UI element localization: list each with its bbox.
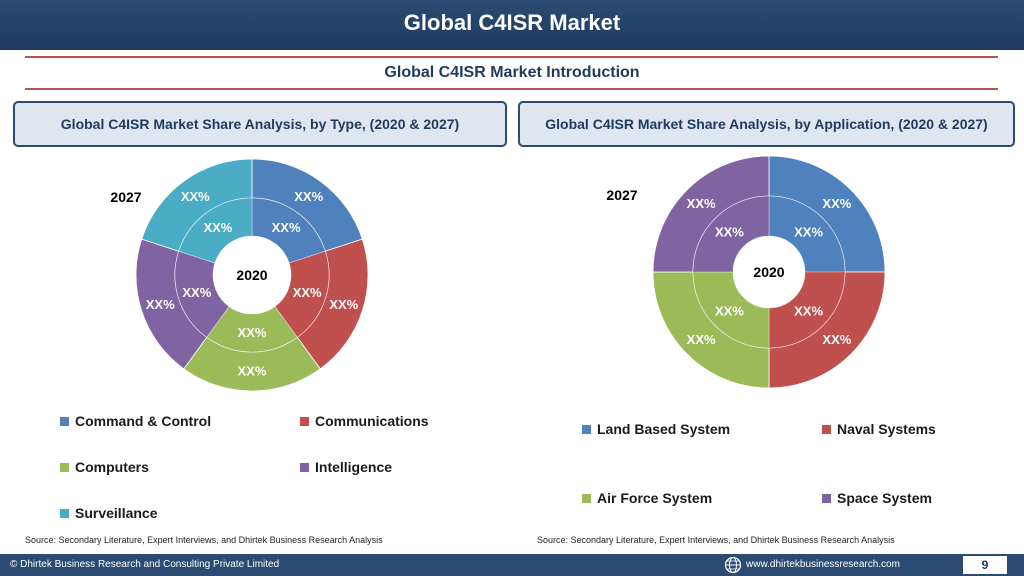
donut-inner-label-2: XX%: [238, 325, 267, 340]
donut-inner-label-3: XX%: [715, 224, 744, 239]
legend-item-space: Space System: [822, 490, 932, 506]
legend-item-intelligence: Intelligence: [300, 459, 392, 475]
legend-item-communications: Communications: [300, 413, 429, 429]
legend-item-naval: Naval Systems: [822, 421, 936, 437]
outer-ring-year-label: 2027: [110, 189, 141, 205]
legend-label: Naval Systems: [837, 421, 936, 437]
legend-label: Space System: [837, 490, 932, 506]
header-bar: Global C4ISR Market: [0, 0, 1024, 50]
donut-outer-label-0: XX%: [294, 189, 323, 204]
legend-swatch: [582, 424, 591, 434]
inner-ring-year-label: 2020: [753, 264, 784, 280]
globe-icon: [724, 556, 742, 574]
legend-item-computers: Computers: [60, 459, 149, 475]
outer-ring-year-label: 2027: [606, 187, 637, 203]
donut-hole: [733, 236, 805, 308]
legend-label: Air Force System: [597, 490, 713, 506]
legend-label: Command & Control: [75, 413, 212, 429]
donut-outer-label-3: XX%: [146, 297, 175, 312]
legend-label: Land Based System: [597, 421, 731, 437]
website-link[interactable]: www.dhirtekbusinessresearch.com: [746, 559, 900, 570]
donut-inner-label-4: XX%: [203, 220, 232, 235]
legend-item-surveillance: Surveillance: [60, 505, 158, 521]
legend-swatch: [582, 493, 591, 503]
bottom-divider: [25, 88, 998, 90]
donut-outer-label-1: XX%: [822, 332, 851, 347]
application-share-chart: XX% XX% XX% XX% XX% XX% XX% XX% 2020 2027: [606, 155, 886, 389]
copyright-text: © Dhirtek Business Research and Consulti…: [10, 559, 280, 570]
legend-swatch: [60, 416, 69, 426]
legend-swatch: [60, 462, 69, 472]
legend-swatch: [60, 508, 69, 518]
legend-swatch: [300, 416, 309, 426]
legend-label: Computers: [75, 459, 149, 475]
donut-outer-label-0: XX%: [822, 196, 851, 211]
section-subtitle: Global C4ISR Market Introduction: [384, 64, 640, 81]
donut-inner-label-0: XX%: [272, 220, 301, 235]
donut-outer-label-4: XX%: [181, 189, 210, 204]
inner-ring-year-label: 2020: [236, 267, 267, 283]
legend-label: Communications: [315, 413, 429, 429]
legend-item-land-based: Land Based System: [582, 421, 730, 437]
donut-inner-label-1: XX%: [794, 304, 823, 319]
footer-bar: © Dhirtek Business Research and Consulti…: [0, 554, 1024, 576]
legend-swatch: [822, 424, 831, 434]
donut-inner-label-0: XX%: [794, 224, 823, 239]
source-note-right: Source: Secondary Literature, Expert Int…: [537, 535, 895, 545]
right-chart-heading: Global C4ISR Market Share Analysis, by A…: [518, 101, 1015, 147]
legend-label: Surveillance: [75, 505, 158, 521]
type-share-chart: XX% XX% XX% XX% XX% XX% XX% XX% XX% XX% 2020 2027: [110, 158, 369, 392]
donut-inner-label-2: XX%: [715, 304, 744, 319]
legend-item-air-force: Air Force System: [582, 490, 712, 506]
donut-inner-label-3: XX%: [182, 285, 211, 300]
donut-outer-label-3: XX%: [687, 196, 716, 211]
legend-item-command-control: Command & Control: [60, 413, 211, 429]
donut-outer-label-2: XX%: [238, 364, 267, 379]
legend-label: Intelligence: [315, 459, 393, 475]
left-chart-heading: Global C4ISR Market Share Analysis, by T…: [13, 101, 507, 147]
donut-hole: [213, 236, 291, 314]
donut-outer-label-1: XX%: [329, 297, 358, 312]
page-number: 9: [963, 556, 1007, 574]
legend-swatch: [822, 493, 831, 503]
page-title: Global C4ISR Market: [403, 10, 621, 35]
legend-swatch: [300, 462, 309, 472]
donut-outer-label-2: XX%: [687, 332, 716, 347]
top-divider: [25, 56, 998, 58]
donut-inner-label-1: XX%: [293, 285, 322, 300]
source-note-left: Source: Secondary Literature, Expert Int…: [25, 535, 383, 545]
